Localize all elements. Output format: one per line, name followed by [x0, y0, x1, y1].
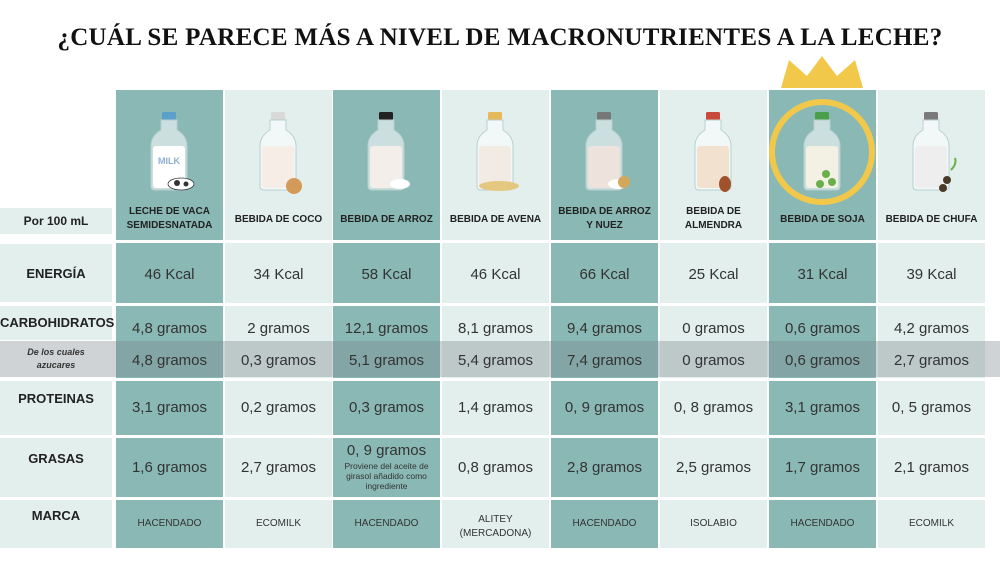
bottle-icon — [585, 112, 630, 191]
row-label-background — [0, 500, 112, 548]
fats-note: ingrediente — [365, 481, 408, 491]
row-label-carbohydrates: CARBOHIDRATOS — [0, 315, 115, 330]
brand-value: ISOLABIO — [690, 518, 737, 529]
column-header-name: ALMENDRA — [684, 220, 743, 231]
energy-value: 25 Kcal — [688, 266, 739, 283]
column-header-name: BEBIDA DE AVENA — [449, 214, 542, 225]
sugars-value: 0,3 gramos — [240, 352, 317, 369]
bottle-icon — [259, 112, 302, 194]
bottle-label-text: MILK — [158, 156, 180, 166]
fats-value: 2,5 gramos — [675, 459, 752, 476]
brand-value: HACENDADO — [572, 518, 637, 529]
proteins-value: 0, 5 gramos — [891, 399, 972, 416]
row-separator — [0, 378, 1000, 381]
fats-note: Proviene del aceite de — [344, 461, 429, 471]
fats-value: 1,6 gramos — [131, 459, 208, 476]
sugars-value: 2,7 gramos — [893, 352, 970, 369]
proteins-value: 3,1 gramos — [131, 399, 208, 416]
energy-value: 39 Kcal — [906, 266, 957, 283]
page-title: ¿CUÁL SE PARECE MÁS A NIVEL DE MACRONUTR… — [57, 24, 943, 51]
column-header-name: BEBIDA DE COCO — [234, 214, 323, 225]
brand-value: HACENDADO — [790, 518, 855, 529]
brand-value: HACENDADO — [354, 518, 419, 529]
per-100ml-label: Por 100 mL — [0, 208, 112, 234]
carbohydrates-value: 8,1 gramos — [457, 320, 534, 337]
energy-value: 34 Kcal — [253, 266, 304, 283]
energy-value: 31 Kcal — [797, 266, 848, 283]
brand-value: HACENDADO — [137, 518, 202, 529]
carbohydrates-value: 0,6 gramos — [784, 320, 861, 337]
bottle-icon: MILK — [150, 112, 195, 191]
bottle-icon — [912, 112, 957, 192]
bottle-icon — [694, 112, 732, 192]
fats-value: 2,1 gramos — [893, 459, 970, 476]
carbohydrates-value: 9,4 gramos — [566, 320, 643, 337]
row-label-energy: ENERGÍA — [26, 266, 86, 281]
bottle-icon — [367, 112, 410, 191]
column-header-name: BEBIDA DE SOJA — [780, 214, 865, 225]
row-label-sugars-line2: azucares — [36, 360, 76, 370]
brand-value: (MERCADONA) — [459, 528, 532, 539]
fats-note: girasol añadido como — [346, 471, 427, 481]
sugars-value: 0,6 gramos — [784, 352, 861, 369]
fats-value: 0,8 gramos — [457, 459, 534, 476]
column-header-name: BEBIDA DE CHUFA — [885, 214, 978, 225]
fats-value: 2,7 gramos — [240, 459, 317, 476]
column-header-name: BEBIDA DE ARROZ — [340, 214, 433, 225]
sugar-row-band — [0, 341, 1000, 377]
column-header-name: SEMIDESNATADA — [126, 220, 213, 231]
sugars-value: 4,8 gramos — [131, 352, 208, 369]
column-header-name: BEBIDA DE ARROZ — [558, 206, 651, 217]
fats-value: 1,7 gramos — [784, 459, 861, 476]
proteins-value: 0,3 gramos — [348, 399, 425, 416]
column-header-name: BEBIDA DE — [686, 206, 741, 217]
energy-value: 58 Kcal — [361, 266, 412, 283]
proteins-value: 1,4 gramos — [457, 399, 534, 416]
fats-value: 2,8 gramos — [566, 459, 643, 476]
row-label-sugars-line1: De los cuales — [27, 347, 85, 357]
row-label-proteins: PROTEINAS — [18, 391, 94, 406]
proteins-value: 3,1 gramos — [784, 399, 861, 416]
row-separator — [0, 497, 1000, 500]
row-separator — [0, 435, 1000, 438]
proteins-value: 0, 8 gramos — [673, 399, 754, 416]
carbohydrates-value: 2 gramos — [247, 320, 310, 337]
row-label-background — [0, 306, 112, 340]
carbohydrates-value: 4,2 gramos — [893, 320, 970, 337]
row-separator — [0, 240, 1000, 243]
energy-value: 46 Kcal — [470, 266, 521, 283]
row-label-background — [0, 380, 112, 436]
carbohydrates-value: 4,8 gramos — [131, 320, 208, 337]
row-label-background — [0, 244, 112, 302]
bottle-icon — [803, 112, 841, 191]
brand-value: ECOMILK — [255, 518, 301, 529]
energy-value: 66 Kcal — [579, 266, 630, 283]
column-header-name: Y NUEZ — [586, 220, 623, 231]
bottle-icon — [476, 112, 519, 191]
proteins-value: 0, 9 gramos — [564, 399, 645, 416]
carbohydrates-value: 12,1 gramos — [344, 320, 429, 337]
carbohydrates-value: 0 gramos — [682, 320, 745, 337]
column-header-name: LECHE DE VACA — [129, 206, 210, 217]
row-label-fats: GRASAS — [28, 451, 84, 466]
brand-value: ALITEY — [478, 514, 513, 525]
row-label-background — [0, 438, 112, 498]
row-label-brand: MARCA — [31, 508, 81, 523]
crown-icon — [769, 56, 875, 205]
sugars-value: 5,4 gramos — [457, 352, 534, 369]
proteins-value: 0,2 gramos — [240, 399, 317, 416]
fats-value: 0, 9 gramos — [346, 442, 427, 459]
energy-value: 46 Kcal — [144, 266, 195, 283]
sugars-value: 0 gramos — [682, 352, 745, 369]
sugars-value: 5,1 gramos — [348, 352, 425, 369]
row-separator — [0, 303, 1000, 306]
brand-value: ECOMILK — [908, 518, 954, 529]
sugars-value: 7,4 gramos — [566, 352, 643, 369]
